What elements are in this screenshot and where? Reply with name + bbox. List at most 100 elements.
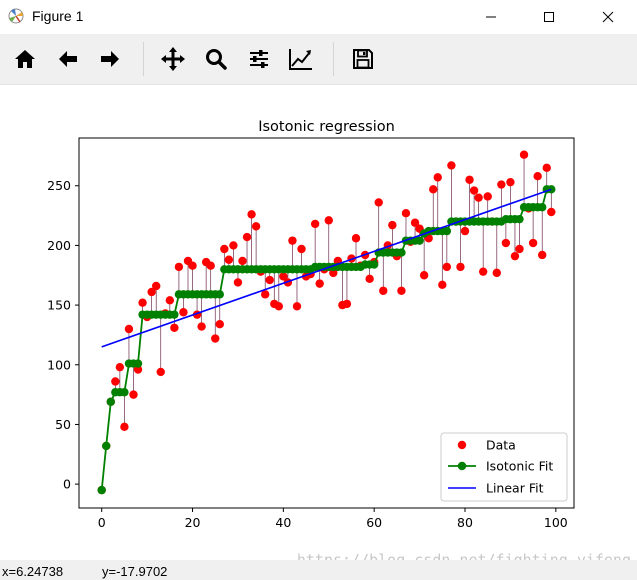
legend-box <box>440 432 568 502</box>
data-point <box>206 261 215 270</box>
maximize-icon <box>544 12 554 22</box>
chart-title: Isotonic regression <box>258 119 395 135</box>
home-button[interactable] <box>10 44 40 74</box>
window-title: Figure 1 <box>32 8 84 24</box>
data-point <box>492 268 501 278</box>
home-icon <box>15 50 35 68</box>
back-arrow-icon <box>59 51 77 67</box>
figure-canvas[interactable]: Isotonic regression 0 20 40 60 80 100 0 50 100 150… <box>0 85 637 560</box>
data-point <box>265 275 274 285</box>
data-point <box>519 150 529 159</box>
data-point <box>351 234 361 243</box>
x-tick-label: 100 <box>544 515 568 530</box>
data-point <box>174 262 184 272</box>
maximize-button[interactable] <box>521 0 577 34</box>
data-point <box>506 177 515 187</box>
data-point <box>528 238 538 248</box>
isotonic-fit-point <box>369 260 379 269</box>
legend-data-marker <box>457 440 467 450</box>
data-point <box>460 226 470 236</box>
data-point <box>138 298 147 307</box>
data-point <box>211 334 220 343</box>
isotonic-fit-point <box>515 214 524 224</box>
data-point <box>288 236 297 245</box>
data-point <box>538 250 547 260</box>
data-point <box>324 216 333 225</box>
data-point <box>251 222 261 231</box>
data-point <box>447 161 456 170</box>
data-point <box>120 422 129 432</box>
x-tick-label: 80 <box>457 515 473 530</box>
save-button[interactable] <box>348 44 378 74</box>
data-point <box>129 390 138 399</box>
isotonic-fit-point <box>442 226 452 236</box>
save-icon <box>353 49 373 69</box>
data-point <box>297 244 306 254</box>
data-point <box>279 272 288 281</box>
navigation-toolbar <box>0 34 637 85</box>
data-point <box>456 262 465 272</box>
data-point <box>429 185 438 194</box>
data-point <box>220 244 229 254</box>
data-point <box>401 208 411 218</box>
zoom-button[interactable] <box>201 44 231 74</box>
configure-subplots-icon <box>250 50 268 68</box>
data-point <box>515 244 524 254</box>
data-point <box>292 302 302 311</box>
close-button[interactable] <box>580 0 636 34</box>
data-point <box>433 173 442 182</box>
data-point <box>179 308 188 317</box>
minimize-icon <box>486 16 496 18</box>
data-point <box>388 220 397 230</box>
data-point <box>238 256 247 266</box>
toolbar-separator <box>143 42 144 76</box>
y-tick-label: 0 <box>63 477 71 492</box>
data-point <box>111 377 120 386</box>
data-point <box>547 207 556 217</box>
pan-icon <box>161 47 185 71</box>
zoom-icon <box>206 49 227 70</box>
isotonic-fit-point <box>397 248 406 257</box>
isotonic-fit-point <box>97 485 106 495</box>
data-point <box>438 280 447 290</box>
forward-button[interactable] <box>95 44 125 74</box>
data-point <box>310 219 320 229</box>
window-titlebar: Figure 1 <box>0 0 637 34</box>
y-tick-label: 50 <box>55 417 71 432</box>
data-point <box>233 278 243 287</box>
data-point <box>397 286 406 295</box>
data-point <box>533 171 542 181</box>
x-tick-label: 60 <box>366 515 382 530</box>
toolbar-separator <box>333 42 334 76</box>
close-icon <box>602 11 614 23</box>
configure-subplots-button[interactable] <box>244 44 274 74</box>
isotonic-fit-point <box>133 359 143 368</box>
isotonic-fit-point <box>538 203 547 212</box>
data-point <box>501 238 511 248</box>
isotonic-regression-chart[interactable]: Isotonic regression 0 20 40 60 80 100 0 50 100 150… <box>0 85 637 560</box>
isotonic-fit-point <box>215 290 224 299</box>
isotonic-fit-point <box>120 388 129 397</box>
data-point <box>342 299 352 309</box>
data-point <box>170 323 179 332</box>
forward-arrow-icon <box>101 51 119 67</box>
data-point <box>229 241 238 250</box>
data-point <box>165 296 175 305</box>
x-tick-label: 20 <box>185 515 201 530</box>
data-point <box>274 302 284 311</box>
data-point <box>474 193 483 202</box>
legend-label: Linear Fit <box>486 481 544 496</box>
edit-axis-button[interactable] <box>286 44 316 74</box>
data-point <box>379 286 388 295</box>
isotonic-fit-point <box>102 441 111 451</box>
minimize-button[interactable] <box>463 0 519 34</box>
pan-button[interactable] <box>158 44 188 74</box>
y-tick-label: 100 <box>47 357 71 372</box>
data-point <box>133 365 143 374</box>
back-button[interactable] <box>53 44 83 74</box>
y-tick-label: 200 <box>47 238 71 253</box>
cursor-y-readout: y=-17.9702 <box>102 564 168 579</box>
data-point <box>442 262 452 272</box>
legend-label: Data <box>486 438 516 453</box>
data-point <box>497 180 506 189</box>
